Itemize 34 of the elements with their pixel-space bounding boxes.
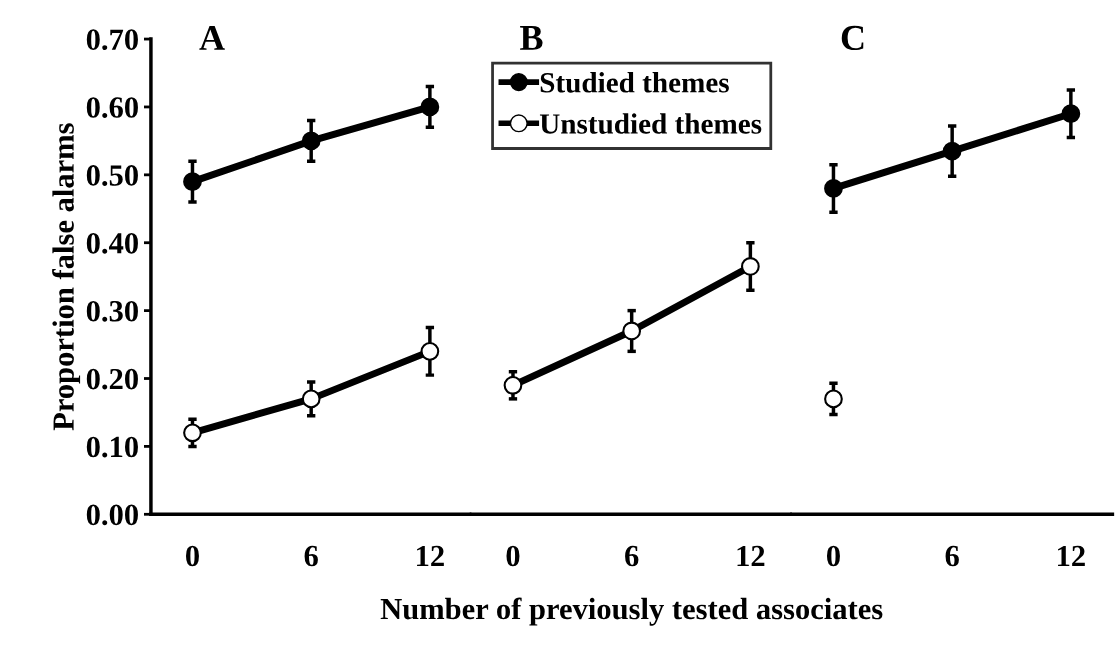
- y-tick-label: 0.00: [86, 504, 138, 526]
- legend-label: Studied themes: [540, 72, 729, 93]
- x-tick-label: 12: [737, 545, 765, 567]
- point: [420, 341, 440, 361]
- point: [942, 141, 962, 161]
- x-tick-label: 6: [625, 545, 639, 567]
- x-tick-label: 12: [417, 545, 444, 567]
- y-tick-label: 0.40: [86, 233, 138, 254]
- point: [824, 389, 843, 409]
- y-tick-label: 0.60: [86, 97, 138, 118]
- x-tick-label: 6: [945, 545, 959, 567]
- x-tick-label: 0: [826, 545, 840, 567]
- x-tick-label: 0: [506, 545, 520, 567]
- y-tick-label: 0.20: [86, 368, 138, 390]
- point: [824, 179, 843, 198]
- x-tick-label: 6: [304, 545, 318, 567]
- chart-title: B: [520, 26, 543, 50]
- x-axis-title: Number of previously tested associates: [380, 597, 883, 626]
- point: [420, 97, 440, 117]
- point: [1061, 104, 1081, 124]
- x-tick-label: 12: [1058, 545, 1085, 567]
- y-axis-title: Proportion false alarms: [52, 123, 81, 431]
- point: [301, 131, 321, 151]
- point: [183, 423, 202, 443]
- y-tick-label: 0.70: [86, 29, 138, 51]
- x-tick-label: 0: [186, 545, 199, 567]
- chart-title: C: [841, 25, 864, 51]
- point: [301, 389, 321, 409]
- y-tick-label: 0.50: [86, 165, 138, 186]
- y-tick-label: 0.10: [86, 436, 138, 458]
- y-tick-label: 0.30: [86, 300, 138, 322]
- point: [183, 172, 202, 191]
- chart-title: A: [199, 25, 225, 50]
- legend-label: Unstudied themes: [539, 113, 762, 134]
